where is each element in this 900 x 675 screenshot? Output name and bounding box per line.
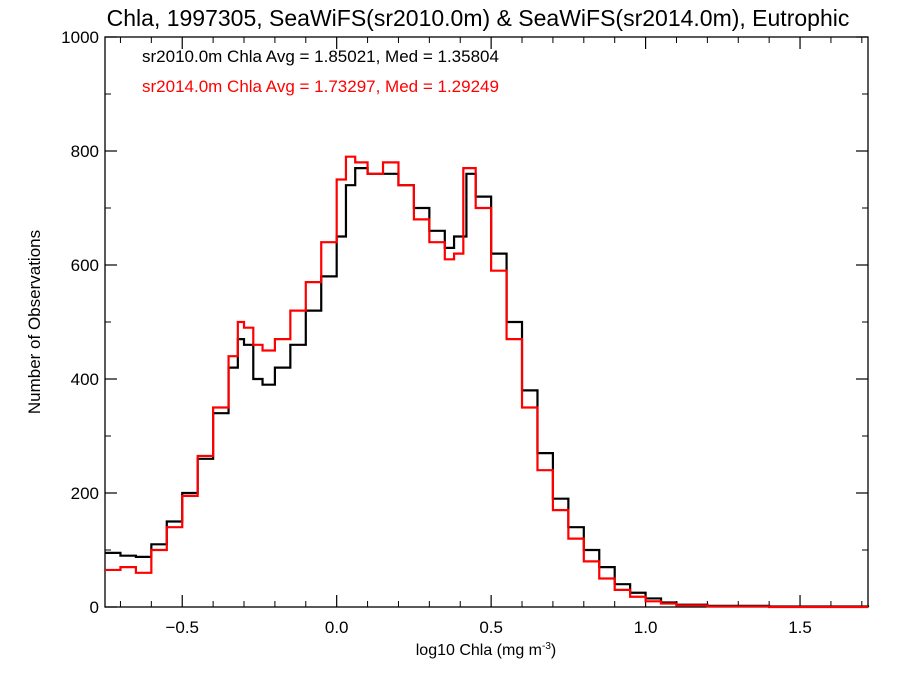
x-axis-label-superscript: -3 (542, 641, 551, 652)
y-axis-label: Number of Observations (25, 230, 44, 414)
series-layer (105, 155, 870, 609)
axis-ticks: −0.5 0.0 0.5 1.0 1.5 0 200 400 600 800 1000 (61, 28, 868, 637)
annotation-sr2014: sr2014.0m Chla Avg = 1.73297, Med = 1.29… (142, 77, 499, 96)
y-tick-label: 800 (71, 142, 99, 161)
x-tick-label: −0.5 (165, 618, 199, 637)
x-axis-label-main: log10 Chla (mg m (416, 642, 542, 659)
y-tick-label: 1000 (61, 28, 99, 47)
x-axis-label: log10 Chla (mg m-3) (416, 641, 557, 659)
x-axis-label-end: ) (551, 642, 556, 659)
y-tick-label: 0 (90, 598, 99, 617)
y-tick-label: 600 (71, 256, 99, 275)
x-tick-label: 1.0 (634, 618, 658, 637)
annotation-sr2010: sr2010.0m Chla Avg = 1.85021, Med = 1.35… (142, 47, 499, 66)
series-line-1 (105, 155, 868, 609)
y-tick-label: 400 (71, 370, 99, 389)
x-tick-label: 0.5 (479, 618, 503, 637)
x-tick-label: 0.0 (325, 618, 349, 637)
x-tick-label: 1.5 (788, 618, 812, 637)
chart-title: Chla, 1997305, SeaWiFS(sr2010.0m) & SeaW… (107, 5, 850, 31)
y-tick-label: 200 (71, 484, 99, 503)
